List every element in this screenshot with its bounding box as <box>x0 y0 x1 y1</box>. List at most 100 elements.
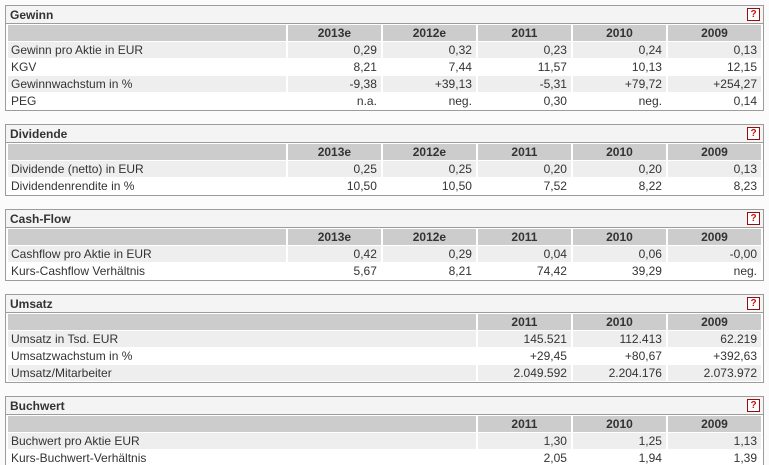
year-column-header: 2012e <box>382 229 476 245</box>
row-value: +392,63 <box>667 348 761 364</box>
row-value: 1,30 <box>477 433 571 449</box>
year-column-header: 2012e <box>382 25 476 41</box>
section-title: Buchwert <box>10 399 65 413</box>
row-value: +79,72 <box>572 76 666 92</box>
year-column-header: 2013e <box>287 25 381 41</box>
row-label: Umsatz/Mitarbeiter <box>8 365 476 381</box>
section-titlebar: Gewinn? <box>6 6 763 24</box>
help-icon[interactable]: ? <box>747 127 760 140</box>
year-column-header: 2011 <box>477 314 571 330</box>
help-icon[interactable]: ? <box>747 8 760 21</box>
year-header-row: 2013e 2012e 2011 2010 2009 <box>8 25 761 41</box>
row-value: 12,15 <box>667 59 761 75</box>
table-row: Cashflow pro Aktie in EUR 0,42 0,29 0,04 0,0… <box>8 246 761 262</box>
row-value: 10,13 <box>572 59 666 75</box>
row-value: +39,13 <box>382 76 476 92</box>
section-table: 2013e 2012e 2011 2010 2009 Dividende (netto) … <box>6 143 763 195</box>
year-column-header: 2011 <box>477 144 571 160</box>
row-label: Kurs-Cashflow Verhältnis <box>8 263 286 279</box>
financial-tables: Gewinn? 2013e 2012e 2011 2010 2009 Gewinn pro … <box>5 5 764 465</box>
row-value: 0,25 <box>382 161 476 177</box>
table-row: Umsatzwachstum in % +29,45 +80,67 +392,63 <box>8 348 761 364</box>
section-titlebar: Dividende? <box>6 125 763 143</box>
section-titlebar: Umsatz? <box>6 295 763 313</box>
row-value: 1,39 <box>667 450 761 465</box>
year-column-header: 2009 <box>667 144 761 160</box>
row-value: 2.204.176 <box>572 365 666 381</box>
row-value: 8,21 <box>287 59 381 75</box>
section-titlebar: Buchwert? <box>6 397 763 415</box>
row-label: Buchwert pro Aktie EUR <box>8 433 476 449</box>
row-value: 0,30 <box>477 93 571 109</box>
year-column-header: 2009 <box>667 229 761 245</box>
header-spacer-cell <box>8 229 286 245</box>
year-column-header: 2012e <box>382 144 476 160</box>
row-value: 1,25 <box>572 433 666 449</box>
year-column-header: 2013e <box>287 229 381 245</box>
row-value: 7,52 <box>477 178 571 194</box>
year-column-header: 2010 <box>572 314 666 330</box>
table-row: PEG n.a. neg. 0,30 neg. 0,14 <box>8 93 761 109</box>
header-spacer-cell <box>8 416 476 432</box>
section-title: Dividende <box>10 127 68 141</box>
row-value: -9,38 <box>287 76 381 92</box>
row-label: Umsatz in Tsd. EUR <box>8 331 476 347</box>
section-table: 2011 2010 2009 Buchwert pro Aktie EUR 1,30 1,… <box>6 415 763 465</box>
row-value: -5,31 <box>477 76 571 92</box>
row-value: 10,50 <box>287 178 381 194</box>
row-value: 0,29 <box>287 42 381 58</box>
row-label: PEG <box>8 93 286 109</box>
row-value: 1,13 <box>667 433 761 449</box>
table-row: Kurs-Buchwert-Verhältnis 2,05 1,94 1,39 <box>8 450 761 465</box>
row-label: Umsatzwachstum in % <box>8 348 476 364</box>
section-box-buchwert: Buchwert? 2011 2010 2009 Buchwert pro Aktie … <box>5 396 764 465</box>
row-value: 11,57 <box>477 59 571 75</box>
table-row: Buchwert pro Aktie EUR 1,30 1,25 1,13 <box>8 433 761 449</box>
table-row: Umsatz/Mitarbeiter 2.049.592 2.204.176 2.07… <box>8 365 761 381</box>
section-box-dividende: Dividende? 2013e 2012e 2011 2010 2009 Dividend… <box>5 124 764 196</box>
year-column-header: 2009 <box>667 25 761 41</box>
year-header-row: 2013e 2012e 2011 2010 2009 <box>8 229 761 245</box>
row-value: 62.219 <box>667 331 761 347</box>
year-header-row: 2011 2010 2009 <box>8 314 761 330</box>
row-value: neg. <box>667 263 761 279</box>
row-value: 7,44 <box>382 59 476 75</box>
table-row: KGV 8,21 7,44 11,57 10,13 12,15 <box>8 59 761 75</box>
row-value: 8,22 <box>572 178 666 194</box>
year-header-row: 2011 2010 2009 <box>8 416 761 432</box>
table-row: Dividendenrendite in % 10,50 10,50 7,52 8,22… <box>8 178 761 194</box>
row-value: 112.413 <box>572 331 666 347</box>
row-label: Dividendenrendite in % <box>8 178 286 194</box>
help-icon[interactable]: ? <box>747 297 760 310</box>
help-icon[interactable]: ? <box>747 212 760 225</box>
year-column-header: 2013e <box>287 144 381 160</box>
row-value: 8,23 <box>667 178 761 194</box>
year-header-row: 2013e 2012e 2011 2010 2009 <box>8 144 761 160</box>
row-value: 74,42 <box>477 263 571 279</box>
row-value: 1,94 <box>572 450 666 465</box>
table-row: Gewinnwachstum in % -9,38 +39,13 -5,31 +79,7… <box>8 76 761 92</box>
table-row: Kurs-Cashflow Verhältnis 5,67 8,21 74,42 39,… <box>8 263 761 279</box>
row-value: 0,24 <box>572 42 666 58</box>
year-column-header: 2011 <box>477 25 571 41</box>
row-value: n.a. <box>287 93 381 109</box>
section-titlebar: Cash-Flow? <box>6 210 763 228</box>
year-column-header: 2011 <box>477 229 571 245</box>
row-value: 10,50 <box>382 178 476 194</box>
year-column-header: 2010 <box>572 25 666 41</box>
row-label: Gewinnwachstum in % <box>8 76 286 92</box>
section-box-gewinn: Gewinn? 2013e 2012e 2011 2010 2009 Gewinn pro … <box>5 5 764 111</box>
year-column-header: 2009 <box>667 314 761 330</box>
row-value: 0,32 <box>382 42 476 58</box>
section-box-cash-flow: Cash-Flow? 2013e 2012e 2011 2010 2009 Cashflow… <box>5 209 764 281</box>
help-icon[interactable]: ? <box>747 399 760 412</box>
section-table: 2011 2010 2009 Umsatz in Tsd. EUR 145.521 112… <box>6 313 763 382</box>
row-value: 2,05 <box>477 450 571 465</box>
row-value: +254,27 <box>667 76 761 92</box>
row-value: 2.073.972 <box>667 365 761 381</box>
row-value: neg. <box>382 93 476 109</box>
row-value: 0,06 <box>572 246 666 262</box>
row-value: +80,67 <box>572 348 666 364</box>
section-box-umsatz: Umsatz? 2011 2010 2009 Umsatz in Tsd. EUR 145… <box>5 294 764 383</box>
